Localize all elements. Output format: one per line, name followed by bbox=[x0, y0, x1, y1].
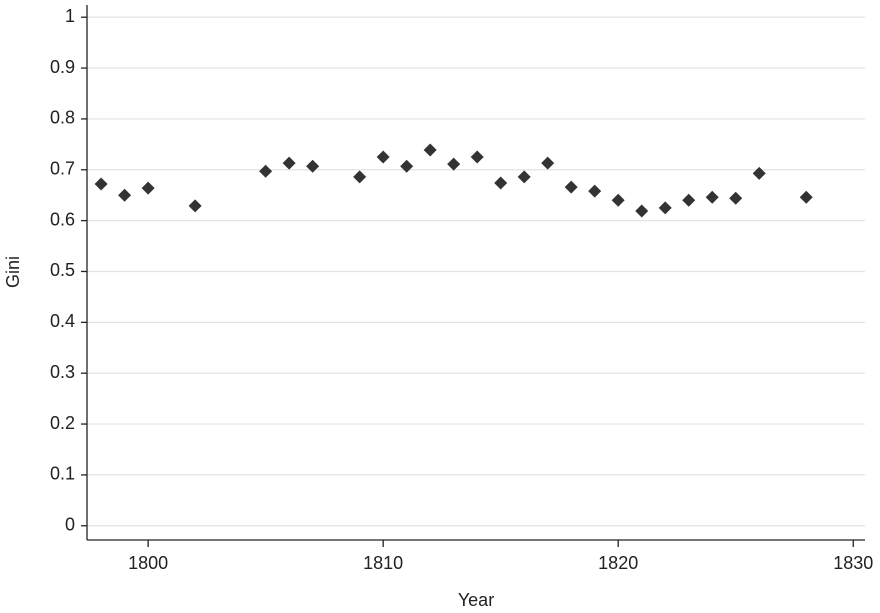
x-tick-label: 1810 bbox=[363, 553, 403, 573]
point bbox=[705, 190, 719, 204]
point bbox=[188, 199, 202, 213]
point bbox=[658, 201, 672, 215]
y-tick-label: 0 bbox=[65, 515, 75, 535]
y-tick-label: 0.4 bbox=[50, 311, 75, 331]
point bbox=[376, 150, 390, 164]
y-tick-label: 0.5 bbox=[50, 260, 75, 280]
point bbox=[306, 159, 320, 173]
x-tick-label: 1830 bbox=[833, 553, 873, 573]
point bbox=[799, 190, 813, 204]
point bbox=[588, 184, 602, 198]
point bbox=[541, 156, 555, 170]
point bbox=[470, 150, 484, 164]
x-tick-label: 1800 bbox=[128, 553, 168, 573]
y-tick-label: 0.7 bbox=[50, 159, 75, 179]
point bbox=[447, 157, 461, 171]
point bbox=[259, 164, 273, 178]
point bbox=[353, 170, 367, 184]
point bbox=[282, 156, 296, 170]
y-axis-label: Gini bbox=[3, 256, 23, 288]
point bbox=[682, 193, 696, 207]
point bbox=[517, 170, 531, 184]
point bbox=[94, 177, 108, 191]
point bbox=[400, 159, 414, 173]
point bbox=[118, 188, 132, 202]
point bbox=[752, 166, 766, 180]
point bbox=[729, 191, 743, 205]
y-tick-label: 0.9 bbox=[50, 57, 75, 77]
y-tick-label: 0.1 bbox=[50, 464, 75, 484]
y-tick-label: 0.8 bbox=[50, 108, 75, 128]
point bbox=[141, 181, 155, 195]
y-tick-label: 0.3 bbox=[50, 362, 75, 382]
x-axis-label: Year bbox=[458, 590, 494, 610]
point bbox=[423, 143, 437, 157]
point bbox=[611, 193, 625, 207]
x-tick-label: 1820 bbox=[598, 553, 638, 573]
y-tick-label: 1 bbox=[65, 6, 75, 26]
y-tick-label: 0.2 bbox=[50, 413, 75, 433]
y-tick-label: 0.6 bbox=[50, 209, 75, 229]
point bbox=[494, 176, 508, 190]
point bbox=[635, 204, 649, 218]
point bbox=[564, 180, 578, 194]
